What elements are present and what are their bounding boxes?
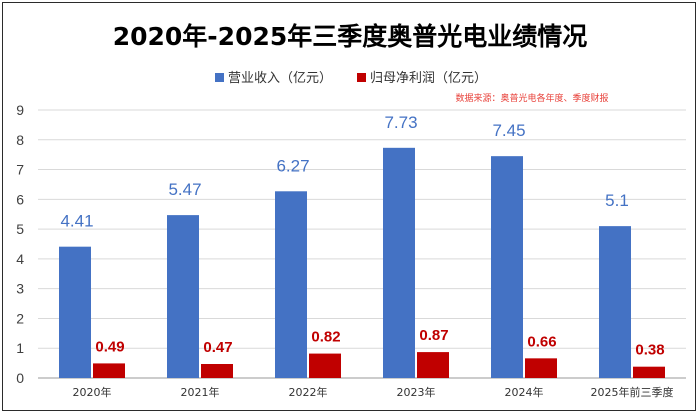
data-label: 0.87 (419, 327, 448, 344)
gridlines (38, 109, 686, 379)
x-tick-label: 2025年前三季度 (591, 385, 674, 399)
bar (93, 363, 125, 378)
data-label: 4.41 (60, 212, 93, 231)
data-label: 0.38 (635, 342, 664, 359)
y-tick-label: 2 (16, 310, 24, 326)
y-tick-label: 4 (16, 251, 24, 267)
legend-swatch (215, 73, 224, 82)
y-tick-label: 9 (16, 102, 24, 118)
data-labels: 4.41 0.49 5.47 0.47 6.27 0.82 7.73 0.87 7.45 0.66… (60, 113, 664, 359)
chart-frame (2, 2, 696, 411)
bar (309, 353, 341, 378)
y-tick-label: 0 (16, 370, 24, 386)
x-tick-label: 2020年 (73, 385, 112, 399)
data-label: 0.49 (95, 338, 124, 355)
bar (491, 156, 523, 378)
bar (525, 358, 557, 378)
bar (201, 364, 233, 378)
bar (59, 246, 91, 378)
legend: 营业收入（亿元） 归母净利润（亿元） (215, 71, 487, 86)
bar (599, 226, 631, 378)
legend-label: 归母净利润（亿元） (370, 71, 487, 86)
data-label: 7.45 (492, 121, 525, 140)
y-tick-label: 1 (16, 340, 24, 356)
y-axis: 0 1 2 3 4 5 6 7 8 9 (16, 102, 24, 386)
data-label: 5.47 (168, 180, 201, 199)
y-tick-label: 3 (16, 281, 24, 297)
x-tick-label: 2024年 (505, 385, 544, 399)
legend-swatch (357, 73, 366, 82)
data-label: 0.47 (203, 339, 232, 356)
source-note: 数据来源：奥普光电各年度、季度财报 (455, 92, 608, 104)
y-tick-label: 7 (16, 162, 24, 178)
x-tick-label: 2023年 (397, 385, 436, 399)
bar (167, 215, 199, 378)
data-label: 0.66 (527, 333, 556, 350)
data-label: 6.27 (276, 156, 309, 175)
y-tick-label: 6 (16, 191, 24, 207)
x-tick-label: 2021年 (181, 385, 220, 399)
bar (633, 366, 665, 378)
bar (417, 352, 449, 378)
x-axis: 2020年 2021年 2022年 2023年 2024年 2025年前三季度 (73, 385, 674, 399)
legend-label: 营业收入（亿元） (228, 71, 332, 86)
x-tick-label: 2022年 (289, 385, 328, 399)
data-label: 7.73 (384, 113, 417, 132)
bars (59, 147, 665, 378)
y-tick-label: 5 (16, 221, 24, 237)
bar (383, 147, 415, 378)
data-label: 0.82 (311, 329, 340, 346)
chart-title: 2020年-2025年三季度奥普光电业绩情况 (113, 22, 588, 51)
bar (275, 191, 307, 378)
data-label: 5.1 (605, 191, 629, 210)
y-tick-label: 8 (16, 132, 24, 148)
